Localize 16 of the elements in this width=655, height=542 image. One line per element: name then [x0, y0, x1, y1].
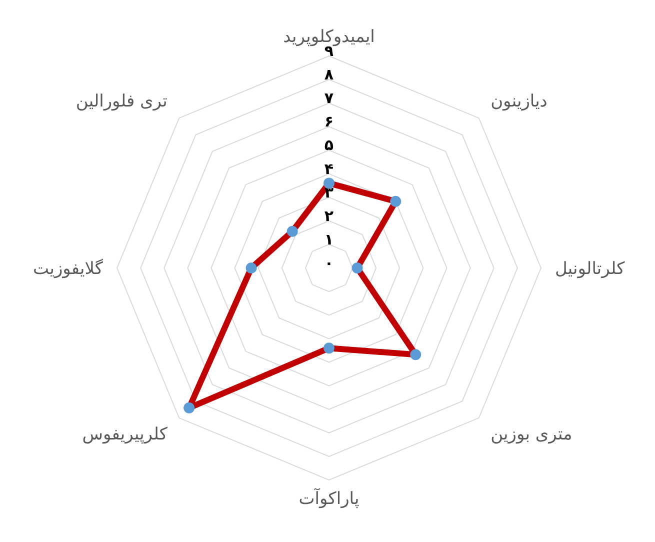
spoke-label: کلرتالونیل	[555, 259, 626, 279]
y-tick-label: ۵	[324, 136, 334, 154]
y-tick-label: ۸	[324, 66, 334, 84]
y-tick-label: ۳	[324, 183, 334, 202]
y-tick-label: ۶	[324, 112, 334, 131]
spoke-label: متری بوزین	[490, 424, 572, 445]
spoke-label: پاراکوآت	[298, 488, 360, 509]
y-tick-label: ۴	[324, 160, 334, 178]
spoke-label: کلرپیریفوس	[82, 424, 168, 445]
spoke-label: دیازینون	[490, 91, 548, 112]
y-tick-label: ۲	[324, 206, 334, 225]
y-tick-label: ۰	[324, 254, 334, 272]
y-tick-label: ۱	[324, 230, 334, 248]
y-tick-label: ۷	[324, 89, 334, 108]
spoke-label: تری فلورالین	[76, 91, 168, 112]
spoke-label: گلایفوزیت	[33, 258, 104, 279]
